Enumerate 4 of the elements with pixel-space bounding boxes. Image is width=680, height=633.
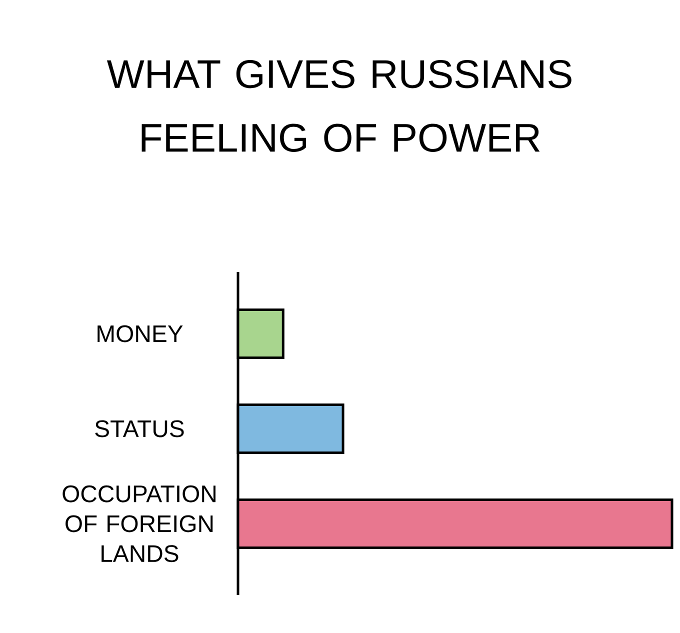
chart-title: WHAT GIVES RUSSIANS FEELING OF POWER [106, 60, 572, 152]
y-tick-label: OCCUPATION OF FOREIGN LANDS [62, 485, 216, 562]
y-tick-label: STATUS [95, 420, 184, 438]
y-tick-label: MONEY [98, 325, 183, 342]
